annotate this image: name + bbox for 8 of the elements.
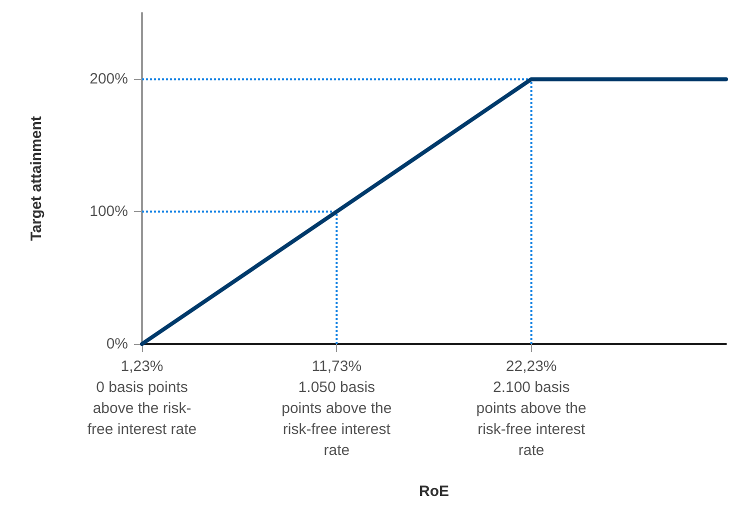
- y-tick-label: 200%: [90, 70, 128, 88]
- x-tick-label: 1,23% 0 basis points above the risk- free interest rate: [87, 358, 197, 438]
- y-axis-title: Target attainment: [28, 116, 45, 241]
- x-tick-label: 22,23% 2.100 basis points above the risk-free interest rate: [476, 358, 586, 459]
- y-tick-label: 100%: [90, 203, 128, 220]
- y-tick-label: 0%: [106, 336, 128, 352]
- x-tick-label: 11,73% 1.050 basis points above the risk-free interest rate: [282, 358, 392, 459]
- x-axis-title: RoE: [419, 483, 449, 500]
